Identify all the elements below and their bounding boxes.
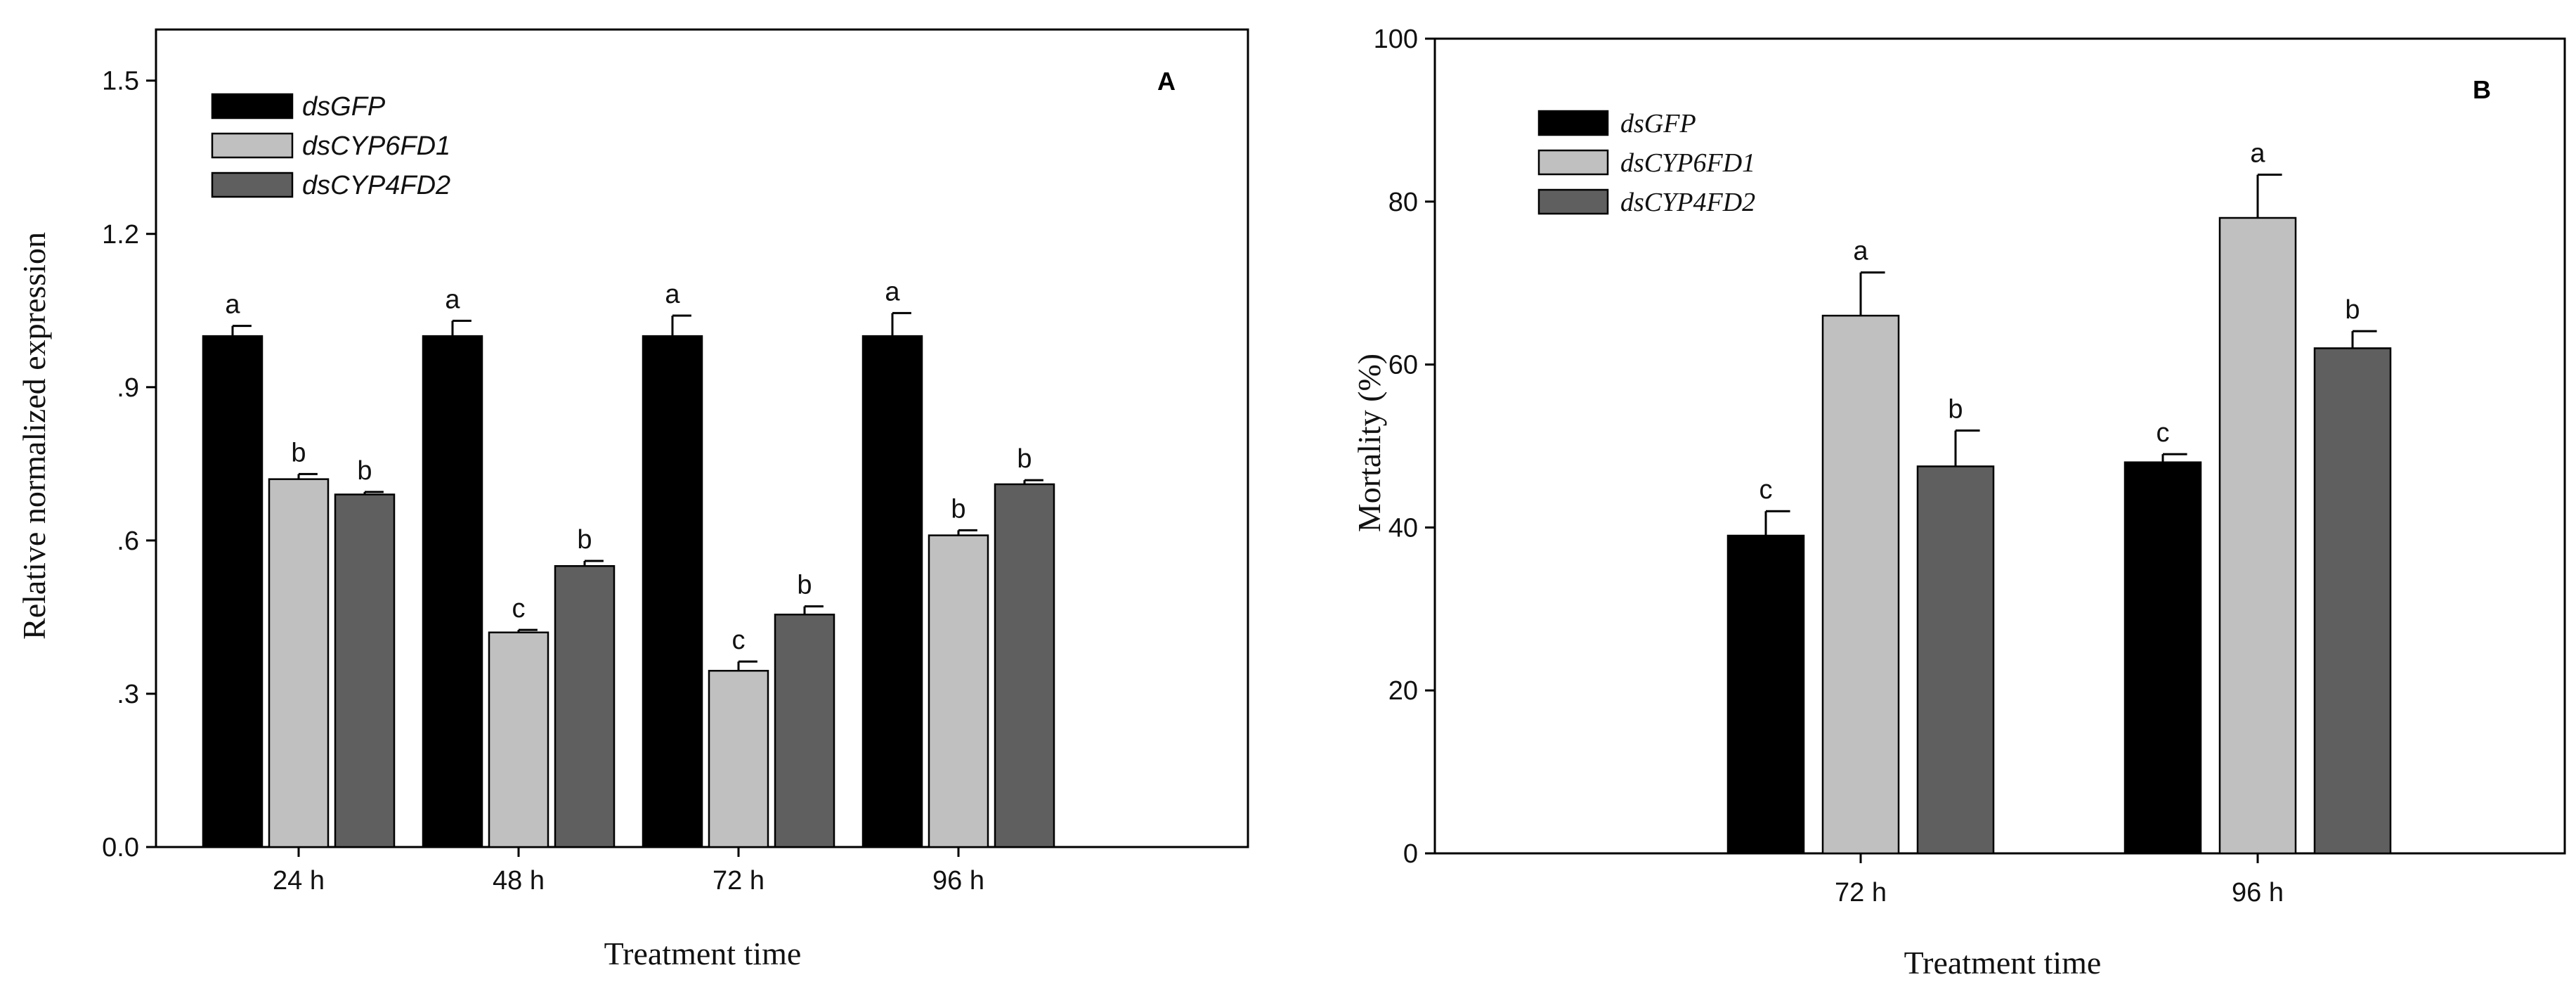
significance-letter: b [357, 456, 372, 486]
bar-dsGFP [422, 335, 483, 848]
significance-letter: c [512, 594, 526, 623]
x-tick-label: 24 h [273, 866, 325, 896]
bar-dsCYP6FD1 [488, 631, 549, 848]
y-tick-label: 1.5 [102, 67, 139, 96]
x-axis-title: Treatment time [1904, 945, 2102, 981]
legend-label: dsGFP [1620, 109, 1696, 138]
significance-letter: b [1017, 444, 1032, 474]
y-axis-title: Mortality (%) [1351, 354, 1387, 532]
y-tick-label: 20 [1388, 676, 1418, 706]
bar-dsGFP [2123, 461, 2202, 855]
significance-letter: a [665, 280, 680, 309]
legend-label: dsCYP4FD2 [302, 171, 450, 200]
y-tick-label: .3 [117, 680, 139, 709]
panel-label: B [2473, 75, 2491, 104]
x-axis-title: Treatment time [604, 936, 802, 971]
y-tick-label: 0 [1403, 839, 1418, 869]
legend-swatch-dsCYP6FD1 [211, 132, 294, 159]
bar-dsCYP4FD2 [554, 564, 616, 848]
panel-label: A [1157, 67, 1176, 96]
significance-letter: a [225, 290, 240, 320]
bar-dsCYP4FD2 [334, 493, 396, 848]
legend-label: dsCYP4FD2 [1620, 188, 1755, 217]
legend-swatch-dsCYP4FD2 [1537, 188, 1609, 215]
bar-dsCYP4FD2 [1916, 465, 1995, 855]
x-tick-label: 96 h [2232, 878, 2284, 907]
y-tick-label: 60 [1388, 351, 1418, 380]
bar-dsGFP [642, 335, 703, 848]
bar-dsGFP [202, 335, 264, 848]
significance-letter: c [2157, 418, 2170, 448]
legend-swatch-dsCYP6FD1 [1537, 149, 1609, 176]
y-tick-label: 0.0 [102, 833, 139, 862]
bar-dsCYP4FD2 [2313, 347, 2392, 855]
panel-b: 0 20 40 60 80 100 72 h c a b 96 h c a b dsGFP dsCYP6FD1… [1351, 25, 2566, 981]
significance-letter: c [732, 626, 746, 655]
panel-a: 0.0 .3 .6 .9 1.2 1.5 24 h a b b 48 h a c b 72 h a c b 96 h… [16, 28, 1249, 971]
significance-letter: a [1853, 237, 1868, 266]
legend-label: dsCYP6FD1 [302, 131, 450, 161]
y-tick-label: 1.2 [102, 220, 139, 250]
x-tick-label: 72 h [1835, 878, 1887, 907]
legend-label: dsGFP [302, 92, 386, 122]
y-tick-label: 80 [1388, 188, 1418, 217]
plot-frame [1433, 37, 2566, 855]
legend-swatch-dsCYP4FD2 [211, 172, 294, 198]
bar-dsCYP6FD1 [2218, 217, 2297, 855]
significance-letter: b [1948, 394, 1963, 424]
bar-dsCYP4FD2 [774, 614, 835, 848]
significance-letter: b [951, 494, 965, 524]
bar-dsCYP6FD1 [1821, 314, 1900, 855]
significance-letter: c [1759, 475, 1773, 505]
legend-swatch-dsGFP [1537, 110, 1609, 136]
y-tick-label: .9 [117, 373, 139, 403]
legend-label: dsCYP6FD1 [1620, 148, 1755, 178]
bar-dsGFP [861, 335, 923, 848]
y-tick-label: 40 [1388, 513, 1418, 543]
bar-dsCYP4FD2 [994, 483, 1055, 848]
significance-letter: b [291, 438, 306, 467]
significance-letter: b [2345, 295, 2360, 325]
bar-dsGFP [1726, 534, 1805, 855]
significance-letter: a [885, 277, 900, 306]
bar-dsCYP6FD1 [708, 669, 769, 848]
legend-swatch-dsGFP [211, 93, 294, 119]
bar-dsCYP6FD1 [268, 478, 330, 848]
significance-letter: b [577, 525, 592, 555]
bar-dsCYP6FD1 [928, 534, 989, 848]
x-tick-label: 48 h [493, 866, 545, 896]
significance-letter: a [2250, 139, 2265, 169]
x-tick-label: 96 h [932, 866, 984, 896]
y-tick-label: .6 [117, 526, 139, 556]
y-axis-title: Relative normalized expression [16, 232, 52, 640]
significance-letter: a [445, 285, 460, 314]
x-tick-label: 72 h [713, 866, 765, 896]
significance-letter: b [797, 571, 812, 600]
y-tick-label: 100 [1374, 25, 1418, 54]
